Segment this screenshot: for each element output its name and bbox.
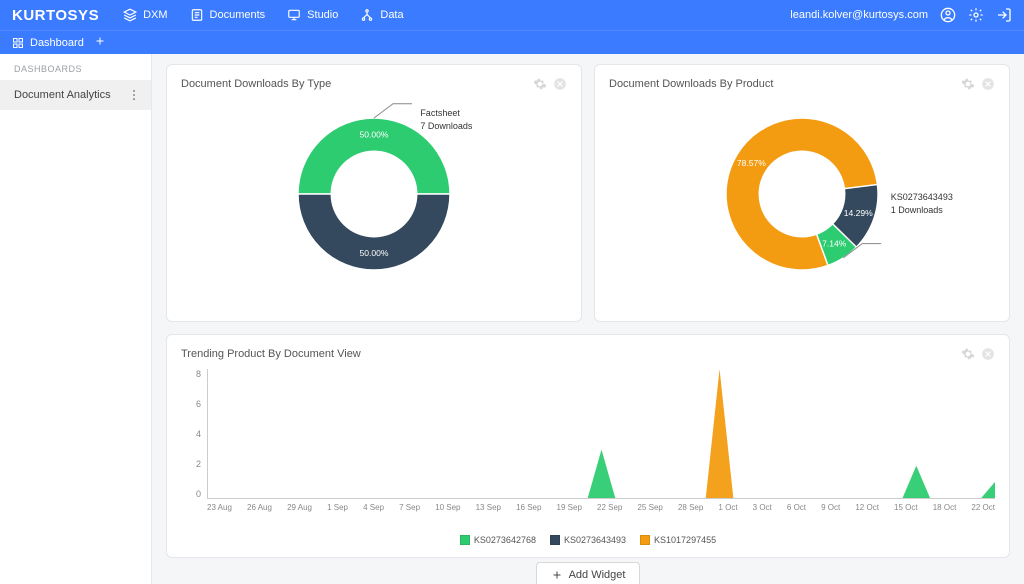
add-dashboard-button[interactable] — [94, 35, 106, 50]
card-header: Document Downloads By Type — [181, 77, 567, 91]
gear-icon[interactable] — [961, 77, 975, 91]
grid-icon — [12, 37, 24, 49]
gear-icon[interactable] — [961, 347, 975, 361]
chart-callout: Factsheet 7 Downloads — [420, 107, 472, 132]
area-chart: 86420 23 Aug26 Aug29 Aug1 Sep4 Sep7 Sep1… — [181, 369, 995, 529]
callout-line: 7 Downloads — [420, 120, 472, 133]
legend-swatch — [550, 535, 560, 545]
nav-documents[interactable]: Documents — [190, 8, 266, 22]
nav-label: Documents — [210, 9, 266, 21]
top-right: leandi.kolver@kurtosys.com — [790, 7, 1012, 23]
content: Document Downloads By Type 50.00% 50.00% … — [152, 54, 1024, 584]
gear-icon[interactable] — [533, 77, 547, 91]
area-svg — [208, 369, 995, 498]
button-label: Add Widget — [569, 569, 626, 581]
gear-icon[interactable] — [968, 7, 984, 23]
card-title: Trending Product By Document View — [181, 348, 361, 360]
plus-icon — [94, 35, 106, 47]
close-icon[interactable] — [981, 77, 995, 91]
top-navbar: KURTOSYS DXM Documents Studio Data leand… — [0, 0, 1024, 30]
nav-dxm[interactable]: DXM — [123, 8, 167, 22]
donut-chart: 78.57% 14.29% 7.14% KS0273643493 1 Downloa… — [609, 99, 995, 309]
user-email: leandi.kolver@kurtosys.com — [790, 9, 928, 21]
svg-text:78.57%: 78.57% — [737, 158, 766, 168]
nav-label: DXM — [143, 9, 167, 21]
card-actions — [961, 347, 995, 361]
donut-chart: 50.00% 50.00% Factsheet 7 Downloads — [181, 99, 567, 309]
callout-line: KS0273643493 — [891, 191, 953, 204]
layers-icon — [123, 8, 137, 22]
tree-icon — [360, 8, 374, 22]
sidebar: DASHBOARDS Document Analytics — [0, 54, 152, 584]
card-header: Trending Product By Document View — [181, 347, 995, 361]
widget-trending-product: Trending Product By Document View 86420 … — [166, 334, 1010, 558]
close-icon[interactable] — [981, 347, 995, 361]
card-header: Document Downloads By Product — [609, 77, 995, 91]
close-icon[interactable] — [553, 77, 567, 91]
card-actions — [961, 77, 995, 91]
plus-icon — [551, 569, 563, 581]
chart-legend: KS0273642768 KS0273643493 KS1017297455 — [181, 535, 995, 545]
nav-data[interactable]: Data — [360, 8, 403, 22]
legend-item[interactable]: KS0273642768 — [460, 535, 536, 545]
sidebar-section: DASHBOARDS — [0, 54, 151, 80]
chart-plot — [207, 369, 995, 499]
legend-label: KS0273643493 — [564, 535, 626, 545]
sub-navbar: Dashboard — [0, 30, 1024, 54]
top-nav: DXM Documents Studio Data — [123, 8, 404, 22]
svg-text:14.29%: 14.29% — [844, 208, 873, 218]
legend-label: KS1017297455 — [654, 535, 716, 545]
more-vertical-icon[interactable] — [127, 88, 141, 102]
sub-dashboard[interactable]: Dashboard — [12, 37, 84, 49]
legend-label: KS0273642768 — [474, 535, 536, 545]
callout-line: Factsheet — [420, 107, 472, 120]
legend-swatch — [640, 535, 650, 545]
main-layout: DASHBOARDS Document Analytics Document D… — [0, 54, 1024, 584]
chart-callout: KS0273643493 1 Downloads — [891, 191, 953, 216]
svg-text:50.00%: 50.00% — [360, 129, 389, 139]
widget-downloads-by-type: Document Downloads By Type 50.00% 50.00% … — [166, 64, 582, 322]
user-icon[interactable] — [940, 7, 956, 23]
legend-item[interactable]: KS1017297455 — [640, 535, 716, 545]
brand-logo: KURTOSYS — [12, 7, 99, 24]
nav-label: Studio — [307, 9, 338, 21]
sidebar-item-label: Document Analytics — [14, 89, 111, 101]
svg-text:50.00%: 50.00% — [360, 248, 389, 258]
card-actions — [533, 77, 567, 91]
donut-svg: 78.57% 14.29% 7.14% — [707, 99, 897, 289]
widget-downloads-by-product: Document Downloads By Product 78.57% 14.2… — [594, 64, 1010, 322]
logout-icon[interactable] — [996, 7, 1012, 23]
add-widget-button[interactable]: Add Widget — [536, 562, 641, 584]
nav-studio[interactable]: Studio — [287, 8, 338, 22]
nav-label: Data — [380, 9, 403, 21]
card-title: Document Downloads By Product — [609, 78, 773, 90]
y-axis: 86420 — [181, 369, 201, 499]
monitor-icon — [287, 8, 301, 22]
legend-item[interactable]: KS0273643493 — [550, 535, 626, 545]
sub-label: Dashboard — [30, 37, 84, 49]
sidebar-item-document-analytics[interactable]: Document Analytics — [0, 80, 151, 110]
svg-text:7.14%: 7.14% — [822, 239, 847, 249]
file-icon — [190, 8, 204, 22]
callout-line: 1 Downloads — [891, 204, 953, 217]
legend-swatch — [460, 535, 470, 545]
x-axis: 23 Aug26 Aug29 Aug1 Sep4 Sep7 Sep10 Sep1… — [207, 503, 995, 512]
card-title: Document Downloads By Type — [181, 78, 331, 90]
